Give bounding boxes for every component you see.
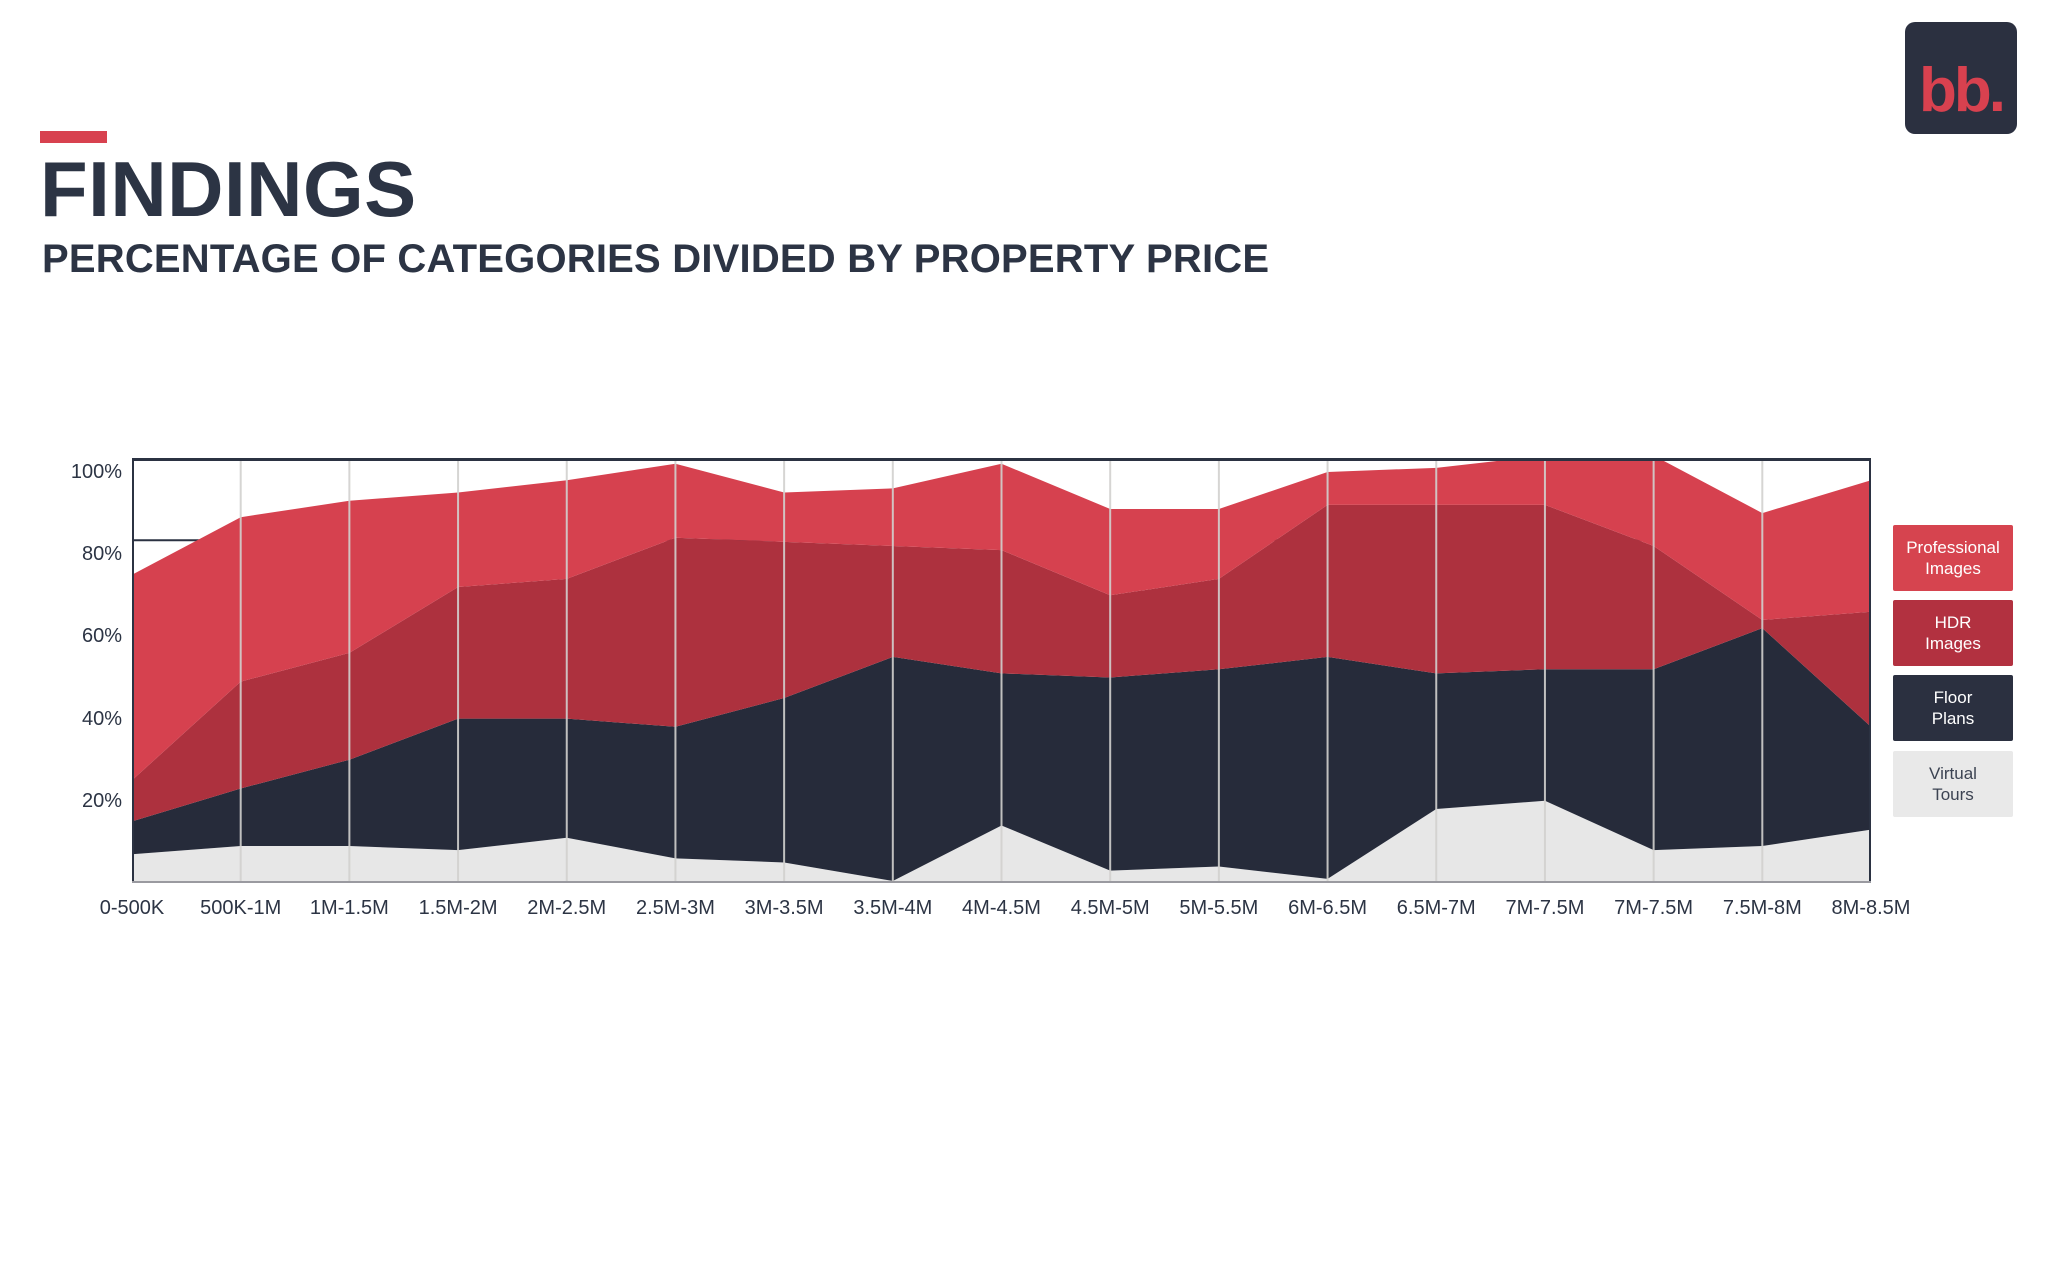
x-axis-label: 7M-7.5M xyxy=(1614,897,1694,919)
x-axis-label: 7M-7.5M xyxy=(1505,897,1585,919)
y-axis-label: 80% xyxy=(81,543,122,566)
accent-bar xyxy=(40,131,107,143)
legend-virtual-tours: Virtual Tours xyxy=(1893,751,2013,817)
legend-hdr-images: HDR Images xyxy=(1893,600,2013,666)
x-axis-label: 0-500K xyxy=(99,897,165,919)
x-axis-label: 3.5M-4M xyxy=(853,897,933,919)
x-axis-label: 500K-1M xyxy=(200,897,282,919)
page-title: FINDINGS xyxy=(40,145,417,233)
x-axis-label: 1.5M-2M xyxy=(418,897,498,919)
x-axis-label: 8M-8.5M xyxy=(1831,897,1911,919)
x-axis-label: 6.5M-7M xyxy=(1396,897,1476,919)
legend-floor-plans: Floor Plans xyxy=(1893,675,2013,741)
x-axis-label: 3M-3.5M xyxy=(744,897,824,919)
x-axis-label: 7.5M-8M xyxy=(1722,897,1802,919)
legend-professional-images: Professional Images xyxy=(1893,525,2013,591)
x-axis-label: 1M-1.5M xyxy=(309,897,389,919)
y-axis-label: 40% xyxy=(81,707,122,730)
x-axis-label: 5M-5.5M xyxy=(1179,897,1259,919)
brand-logo-text: bb. xyxy=(1919,56,2006,125)
x-axis-label: 2.5M-3M xyxy=(635,897,715,919)
x-axis-label: 2M-2.5M xyxy=(527,897,607,919)
brand-logo: bb. xyxy=(1905,22,2017,134)
y-axis-label: 100% xyxy=(70,460,122,483)
y-axis-label: 60% xyxy=(81,625,122,648)
x-axis-label: 4.5M-5M xyxy=(1070,897,1150,919)
x-axis-label: 4M-4.5M xyxy=(962,897,1041,919)
page-subtitle: PERCENTAGE OF CATEGORIES DIVIDED BY PROP… xyxy=(42,237,1270,281)
plot-area xyxy=(132,458,1871,883)
y-axis-label: 20% xyxy=(81,789,122,812)
x-axis-label: 6M-6.5M xyxy=(1288,897,1368,919)
